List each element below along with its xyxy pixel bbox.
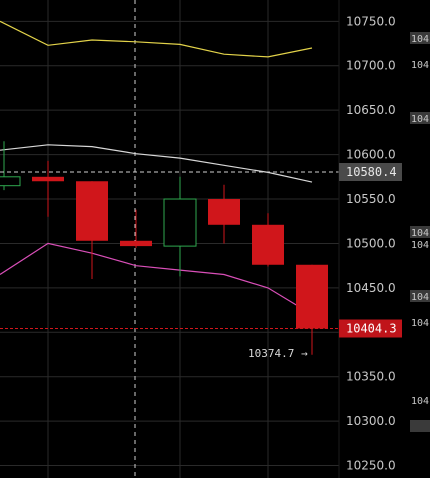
candle-5 bbox=[208, 184, 240, 244]
side-panel-bar-3 bbox=[410, 290, 430, 302]
side-panel-label-2: 104 bbox=[411, 114, 429, 125]
side-panel-label-7: 104 bbox=[411, 396, 429, 407]
price-line-tag-bg bbox=[339, 163, 402, 181]
candle-body bbox=[120, 240, 152, 247]
candle-body bbox=[32, 176, 64, 182]
y-tick-label: 10500.0 bbox=[346, 236, 396, 250]
y-tick-label: 10600.0 bbox=[346, 148, 396, 162]
candle-2 bbox=[76, 181, 108, 279]
side-panel-label-4: 104 bbox=[411, 240, 429, 251]
candle-1 bbox=[32, 160, 64, 217]
price-lines bbox=[0, 171, 339, 329]
middle-band-line bbox=[0, 144, 313, 183]
side-panel-label-6: 104 bbox=[411, 318, 429, 329]
lower-band-line bbox=[0, 242, 313, 316]
side-panel-label-1: 104 bbox=[411, 60, 429, 71]
candle-body bbox=[163, 198, 197, 247]
side-panel-label-0: 104 bbox=[411, 34, 429, 45]
candle-body bbox=[296, 264, 328, 329]
price-line-tag: 10580.4 bbox=[346, 165, 397, 179]
last-price-tag-bg bbox=[339, 319, 402, 338]
side-panel-bar-1 bbox=[410, 112, 430, 124]
candle-6 bbox=[252, 213, 284, 267]
y-tick-label: 10750.0 bbox=[346, 14, 396, 28]
side-panel-bar-2 bbox=[410, 226, 430, 238]
y-tick-label: 10300.0 bbox=[346, 414, 396, 428]
indicator-lines bbox=[0, 20, 313, 316]
y-axis: 10750.0 10700.0 10650.0 10600.0 10550.0 10500… bbox=[346, 14, 396, 472]
candle-4 bbox=[163, 176, 197, 277]
candles bbox=[0, 141, 328, 355]
last-price-tag: 10404.3 bbox=[346, 322, 397, 336]
candle-body bbox=[0, 176, 21, 187]
candle-0 bbox=[0, 141, 21, 191]
side-panel-label-3: 104 bbox=[411, 228, 429, 239]
low-annotation: 10374.7 → bbox=[248, 347, 308, 360]
side-panel-bar-0 bbox=[410, 32, 430, 44]
y-tick-label: 10350.0 bbox=[346, 370, 396, 384]
candle-body bbox=[76, 181, 108, 241]
side-panel-label-5: 104 bbox=[411, 292, 429, 303]
candle-7 bbox=[296, 264, 328, 355]
price-tags: 10580.4 10404.3 bbox=[339, 163, 402, 338]
candle-body bbox=[208, 199, 240, 225]
y-tick-label: 10700.0 bbox=[346, 59, 396, 73]
y-tick-label: 10650.0 bbox=[346, 103, 396, 117]
candle-body bbox=[252, 224, 284, 265]
upper-band-line bbox=[0, 20, 313, 58]
y-tick-label: 10250.0 bbox=[346, 459, 396, 473]
side-panel-bar-4 bbox=[410, 420, 430, 432]
candle-3 bbox=[120, 209, 152, 248]
y-tick-label: 10550.0 bbox=[346, 192, 396, 206]
y-tick-label: 10450.0 bbox=[346, 281, 396, 295]
